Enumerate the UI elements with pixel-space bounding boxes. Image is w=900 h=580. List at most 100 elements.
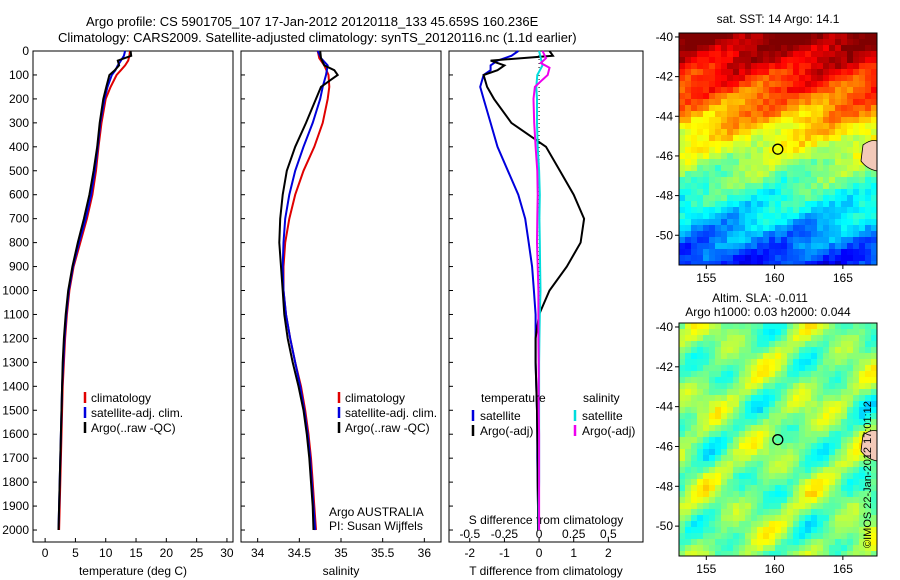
difference-series-3 [532,50,551,530]
salinity-legend-label: Argo(..raw -QC) [345,421,430,435]
depth-tick-label: 100 [9,68,29,82]
temperature-xtick-label: 15 [129,546,143,560]
temperature-xtick-label: 10 [99,546,113,560]
salinity-series-2 [278,50,340,531]
salinity-xtick-label: 34.5 [288,546,312,560]
float-annotation: PI: Susan Wijffels [329,519,423,533]
sla-frame [678,322,878,557]
depth-tick-label: 500 [9,164,29,178]
sla-ytick-label: -44 [656,400,674,414]
depth-tick-label: 800 [9,236,29,250]
sla-field [679,323,877,556]
temperature-legend-label: Argo(..raw -QC) [91,421,176,435]
salinity-xtick-label: 34 [251,546,265,560]
depth-tick-label: 700 [9,212,29,226]
depth-tick-label: 300 [9,116,29,130]
sst-ytick-label: -50 [656,228,674,242]
sla-xtick-label: 155 [696,562,716,576]
difference-xtick-label: 0 [536,546,543,560]
depth-tick-label: 1300 [2,355,29,369]
temperature-xtick-label: 5 [72,546,79,560]
sst-ytick-label: -42 [656,70,674,84]
depth-tick-label: 600 [9,188,29,202]
temperature-legend-label: climatology [91,391,151,405]
top-tick-label: 0 [536,527,543,541]
depth-tick-label: 1500 [2,403,29,417]
depth-tick-label: 1900 [2,499,29,513]
sla-ytick-label: -50 [656,519,674,533]
salinity-frame [240,50,442,543]
top-tick-label: -0.5 [459,527,480,541]
temperature-xtick-label: 20 [160,546,174,560]
difference-xlabel: T difference from climatology [469,564,623,578]
top-tick-label: 0.25 [562,527,586,541]
sst-field [679,33,877,265]
temperature-xtick-label: 25 [190,546,204,560]
sst-xtick-label: 155 [696,271,716,285]
sla-ytick-label: -42 [656,360,674,374]
temperature-frame [32,50,234,543]
depth-tick-label: 900 [9,260,29,274]
difference-xtick-label: 1 [570,546,577,560]
salinity-xlabel: salinity [323,564,360,578]
depth-tick-label: 1100 [3,307,29,321]
difference-xtick-label: -2 [464,546,475,560]
sst-map-panel: 155 160 165 -40 -42 -44 -46 -48 -50 sat. SST: 14 … [656,12,878,285]
temperature-xtick-label: 0 [42,546,49,560]
depth-tick-label: 1000 [2,284,29,298]
sst-float-marker [772,143,784,155]
depth-tick-label: 0 [22,44,29,58]
sla-ytick-label: -48 [656,479,674,493]
difference-series-1 [482,50,586,530]
header-line-2: Climatology: CARS2009. Satellite-adjuste… [58,30,577,45]
sla-ytick-label: -40 [656,320,674,334]
salinity-panel: 34 34.5 35 35.5 36 salinity climatologysatelli… [240,50,442,578]
salinity-legend-label: climatology [345,391,405,405]
legend-temperature-title: temperature [481,391,546,405]
depth-tick-label: 1700 [2,451,29,465]
legend-t-label: satellite [480,409,521,423]
salinity-xtick-label: 36 [418,546,432,560]
depth-tick-label: 1400 [2,379,29,393]
sla-title-1: Altim. SLA: -0.011 [712,291,808,305]
top-axis-label: S difference from climatology [469,513,624,527]
depth-tick-label: 200 [9,92,29,106]
sst-frame [678,32,878,266]
imos-credit: ©IMOS 22-Jan-2012 17:01:12 [862,401,874,548]
salinity-xtick-label: 35.5 [371,546,395,560]
temperature-series-2 [57,50,133,531]
sla-xtick-label: 165 [833,562,853,576]
difference-xtick-label: 2 [605,546,612,560]
sst-title: sat. SST: 14 Argo: 14.1 [717,12,840,26]
top-tick-label: 0.5 [600,527,617,541]
difference-xtick-label: -1 [499,546,510,560]
depth-tick-label: 400 [9,140,29,154]
depth-tick-label: 1800 [2,475,29,489]
temperature-legend-label: satellite-adj. clim. [91,406,183,420]
sst-ytick-label: -48 [656,189,674,203]
float-annotation: Argo AUSTRALIA [329,505,424,519]
sla-title-2: Argo h1000: 0.03 h2000: 0.044 [685,305,851,319]
legend-s-label: satellite [582,409,623,423]
legend-t-label: Argo(-adj) [480,424,533,438]
depth-tick-label: 1200 [2,331,29,345]
sla-xtick-label: 160 [765,562,785,576]
sst-ytick-label: -40 [656,30,674,44]
temperature-xtick-label: 30 [220,546,234,560]
sst-ytick-label: -46 [656,149,674,163]
sst-xtick-label: 160 [765,271,785,285]
legend-s-label: Argo(-adj) [582,424,635,438]
sla-map-panel: 155 160 165 -40 -42 -44 -46 -48 -50 Altim. SLA: -… [656,291,878,576]
salinity-legend-label: satellite-adj. clim. [345,406,437,420]
sla-float-marker [772,434,784,446]
header-line-1: Argo profile: CS 5901705_107 17-Jan-2012… [86,14,539,29]
temperature-panel: 0 5 10 15 20 25 30 temperature (deg C) 0 100 200 30… [2,44,234,578]
depth-tick-label: 1600 [2,427,29,441]
sst-ytick-label: -44 [656,109,674,123]
top-tick-label: -0.25 [491,527,519,541]
legend-salinity-title: salinity [583,391,620,405]
salinity-xtick-label: 35 [334,546,348,560]
depth-tick-label: 2000 [2,523,29,537]
